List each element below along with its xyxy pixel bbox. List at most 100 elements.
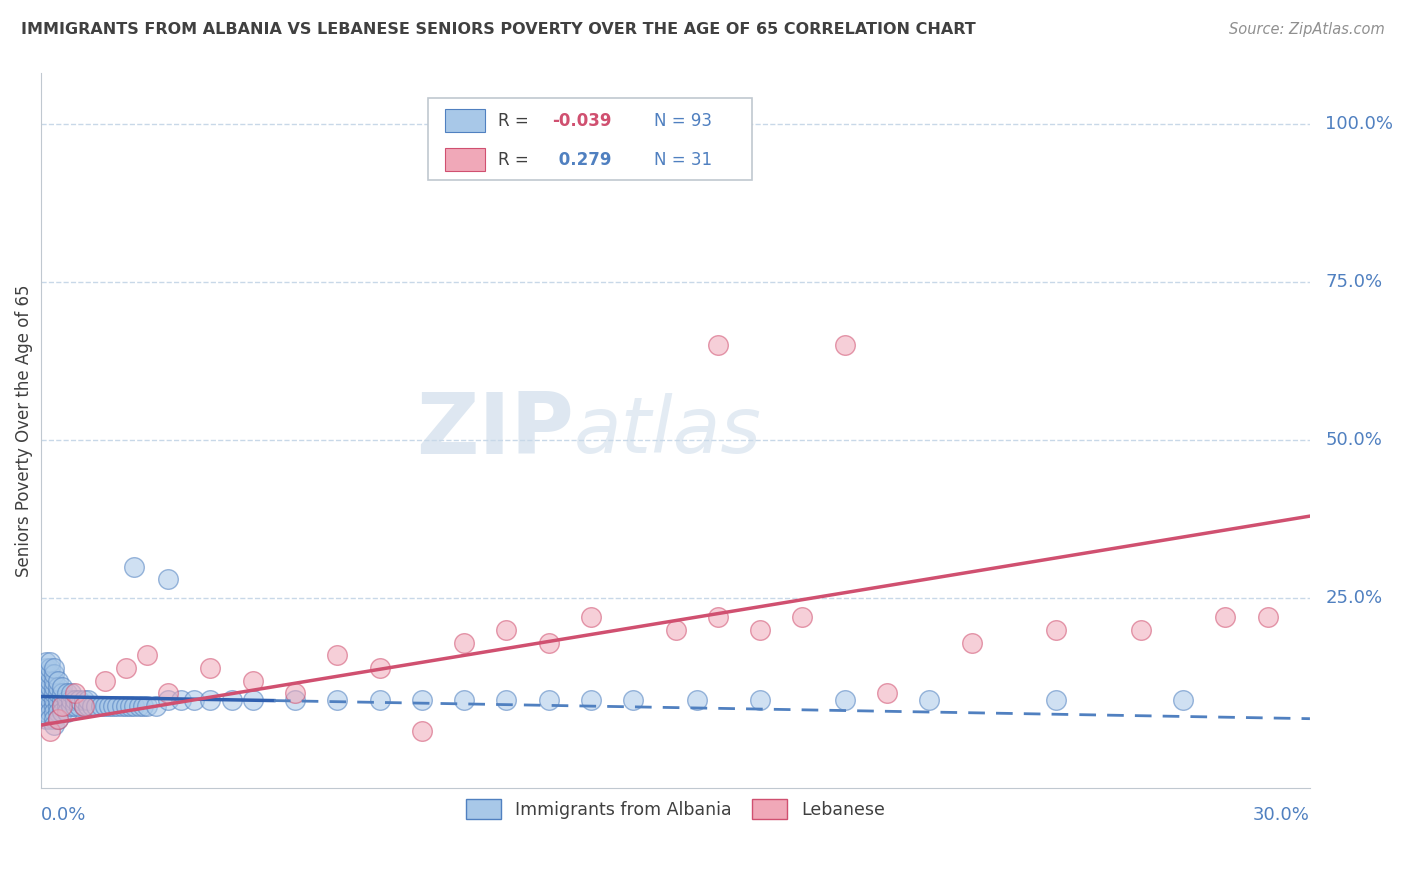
Point bbox=[1257, 610, 1279, 624]
Point bbox=[120, 698, 142, 713]
Text: 50.0%: 50.0% bbox=[1324, 431, 1382, 450]
Point bbox=[42, 706, 65, 720]
Point bbox=[200, 661, 222, 675]
Point bbox=[411, 692, 433, 706]
Point bbox=[170, 692, 193, 706]
Point bbox=[115, 698, 138, 713]
Text: IMMIGRANTS FROM ALBANIA VS LEBANESE SENIORS POVERTY OVER THE AGE OF 65 CORRELATI: IMMIGRANTS FROM ALBANIA VS LEBANESE SENI… bbox=[21, 22, 976, 37]
Point bbox=[76, 692, 98, 706]
Text: R =: R = bbox=[498, 112, 534, 129]
Point bbox=[495, 623, 517, 637]
Point bbox=[38, 655, 60, 669]
FancyBboxPatch shape bbox=[444, 109, 485, 132]
Text: ZIP: ZIP bbox=[416, 389, 574, 472]
Point bbox=[94, 698, 117, 713]
Point bbox=[34, 686, 56, 700]
Point bbox=[51, 686, 73, 700]
Point bbox=[46, 692, 69, 706]
Point bbox=[221, 692, 243, 706]
Point bbox=[42, 692, 65, 706]
Point bbox=[834, 338, 856, 352]
Point bbox=[51, 692, 73, 706]
Point bbox=[749, 623, 772, 637]
Point bbox=[67, 692, 90, 706]
Point bbox=[621, 692, 644, 706]
Point bbox=[63, 686, 86, 700]
Point bbox=[665, 623, 688, 637]
Point bbox=[157, 573, 180, 587]
Point bbox=[453, 692, 475, 706]
Text: -0.039: -0.039 bbox=[553, 112, 612, 129]
Point bbox=[94, 673, 117, 688]
Point bbox=[72, 698, 94, 713]
Point bbox=[46, 712, 69, 726]
Point bbox=[38, 661, 60, 675]
Point bbox=[284, 692, 307, 706]
Point bbox=[55, 698, 77, 713]
Point bbox=[51, 698, 73, 713]
Point bbox=[38, 706, 60, 720]
Point bbox=[242, 673, 264, 688]
Point bbox=[46, 706, 69, 720]
Point bbox=[1129, 623, 1152, 637]
Text: N = 31: N = 31 bbox=[654, 151, 713, 169]
Point bbox=[537, 692, 560, 706]
Text: 75.0%: 75.0% bbox=[1324, 273, 1382, 291]
Point bbox=[42, 667, 65, 681]
Point bbox=[72, 698, 94, 713]
Point bbox=[67, 698, 90, 713]
Point bbox=[1215, 610, 1237, 624]
Point bbox=[1171, 692, 1194, 706]
Point bbox=[128, 698, 150, 713]
Point bbox=[80, 698, 103, 713]
Point bbox=[38, 712, 60, 726]
Point bbox=[1045, 623, 1067, 637]
Point bbox=[792, 610, 814, 624]
Point bbox=[42, 673, 65, 688]
Text: N = 93: N = 93 bbox=[654, 112, 711, 129]
Point bbox=[834, 692, 856, 706]
Point bbox=[76, 698, 98, 713]
Point bbox=[51, 706, 73, 720]
FancyBboxPatch shape bbox=[444, 148, 485, 171]
Point bbox=[157, 692, 180, 706]
Text: 0.0%: 0.0% bbox=[41, 806, 87, 824]
Point bbox=[42, 686, 65, 700]
Point bbox=[34, 673, 56, 688]
Point bbox=[55, 686, 77, 700]
Point bbox=[46, 686, 69, 700]
Point bbox=[183, 692, 205, 706]
Point bbox=[84, 698, 107, 713]
Point bbox=[495, 692, 517, 706]
Point bbox=[72, 692, 94, 706]
Point bbox=[38, 686, 60, 700]
Point bbox=[51, 680, 73, 694]
Point bbox=[124, 559, 146, 574]
Point bbox=[579, 692, 602, 706]
Point bbox=[368, 661, 391, 675]
Y-axis label: Seniors Poverty Over the Age of 65: Seniors Poverty Over the Age of 65 bbox=[15, 285, 32, 577]
Point bbox=[136, 648, 159, 663]
Text: R =: R = bbox=[498, 151, 534, 169]
Point bbox=[34, 655, 56, 669]
Point bbox=[103, 698, 125, 713]
Point bbox=[63, 698, 86, 713]
Point bbox=[242, 692, 264, 706]
Point bbox=[284, 686, 307, 700]
Point bbox=[42, 680, 65, 694]
Point bbox=[90, 698, 112, 713]
FancyBboxPatch shape bbox=[429, 98, 752, 180]
Point bbox=[326, 692, 349, 706]
Point bbox=[537, 636, 560, 650]
Point bbox=[200, 692, 222, 706]
Point bbox=[34, 706, 56, 720]
Text: 30.0%: 30.0% bbox=[1253, 806, 1310, 824]
Point bbox=[42, 698, 65, 713]
Point bbox=[1045, 692, 1067, 706]
Point bbox=[42, 718, 65, 732]
Text: Source: ZipAtlas.com: Source: ZipAtlas.com bbox=[1229, 22, 1385, 37]
Point bbox=[59, 698, 82, 713]
Legend: Immigrants from Albania, Lebanese: Immigrants from Albania, Lebanese bbox=[467, 799, 884, 819]
Point bbox=[51, 698, 73, 713]
Point bbox=[960, 636, 983, 650]
